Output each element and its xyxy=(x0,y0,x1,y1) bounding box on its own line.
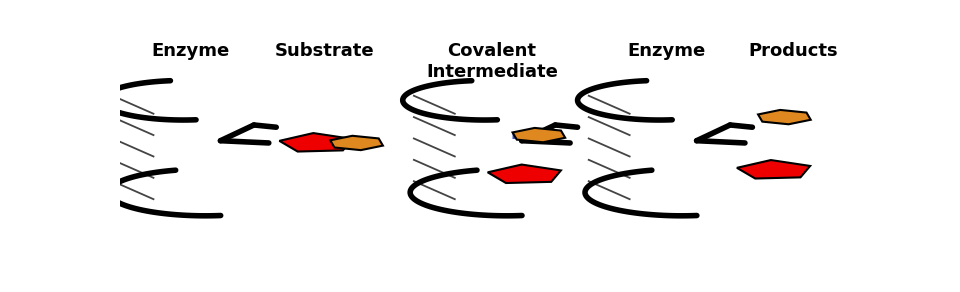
Polygon shape xyxy=(488,165,561,183)
Text: Covalent
Intermediate: Covalent Intermediate xyxy=(426,42,558,81)
Text: Enzyme: Enzyme xyxy=(628,42,706,60)
Text: Substrate: Substrate xyxy=(275,42,374,60)
Polygon shape xyxy=(279,133,352,152)
Polygon shape xyxy=(330,136,383,150)
Text: Enzyme: Enzyme xyxy=(152,42,229,60)
Polygon shape xyxy=(737,160,810,178)
Text: Products: Products xyxy=(749,42,838,60)
Polygon shape xyxy=(513,128,565,142)
Polygon shape xyxy=(758,110,810,124)
